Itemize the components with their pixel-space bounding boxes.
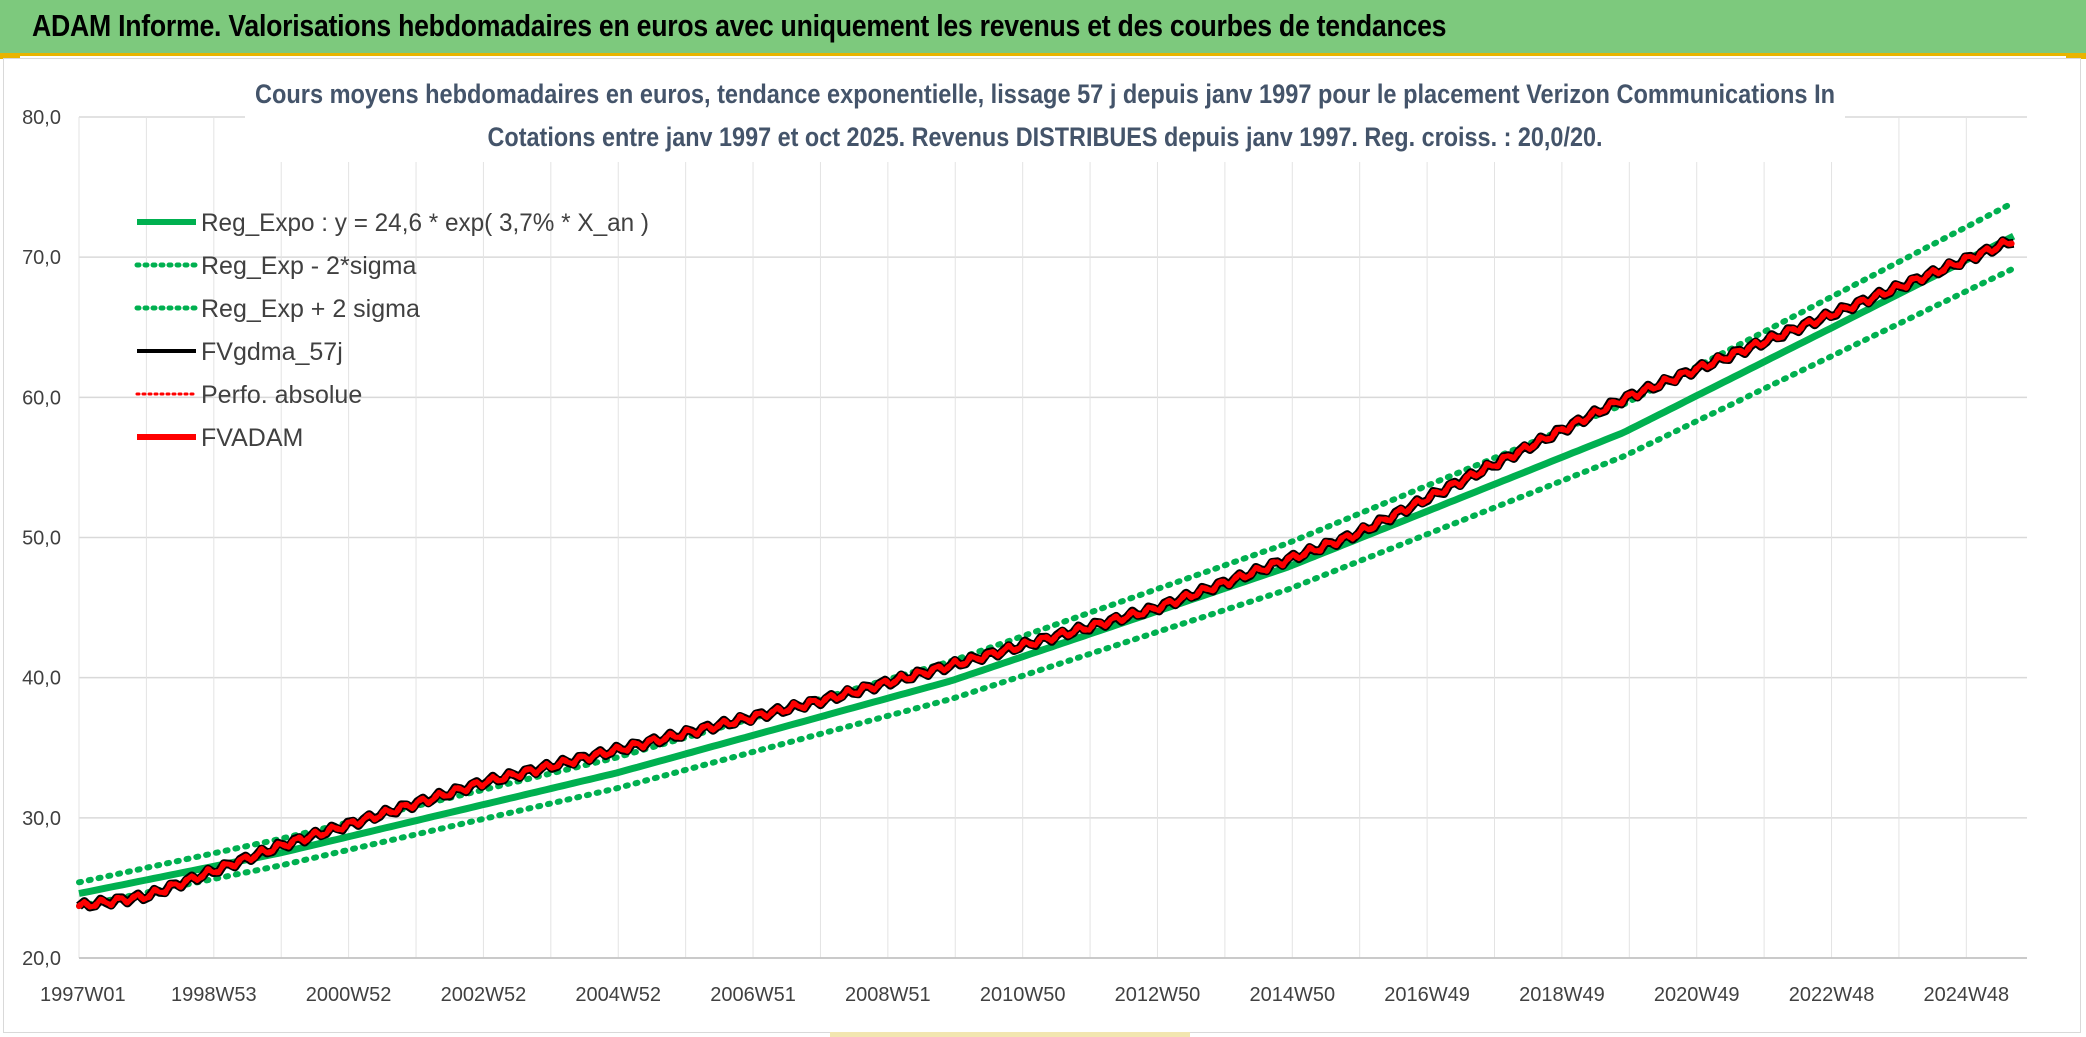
x-tick-label: 2014W50 — [1249, 984, 1335, 1006]
series-line-4 — [76, 237, 2017, 910]
banner-accent-left — [0, 53, 20, 59]
y-tick-label: 60,0 — [22, 387, 61, 409]
chart-title-line: Cours moyens hebdomadaires en euros, ten… — [255, 79, 1835, 109]
legend-label: FVgdma_57j — [201, 338, 343, 366]
chart-title-background — [245, 78, 1845, 162]
banner-accent-right — [2066, 53, 2086, 59]
bottom-accent — [830, 1032, 1190, 1037]
x-tick-label: 2004W52 — [575, 984, 661, 1006]
series-line-0 — [78, 232, 2016, 897]
report-banner: ADAM Informe. Valorisations hebdomadaire… — [0, 0, 2086, 56]
y-tick-label: 70,0 — [22, 247, 61, 269]
x-tick-label: 2010W50 — [980, 984, 1066, 1006]
legend-label: Reg_Exp - 2*sigma — [201, 252, 416, 280]
x-tick-label: 2024W48 — [1924, 984, 2010, 1006]
x-tick-label: 1997W01 — [40, 984, 126, 1006]
series-line-1 — [76, 265, 2017, 910]
x-axis-ticks: 1997W01 1998W53 2000W52 2002W52 2004W52 2006W… — [40, 984, 2009, 1006]
x-tick-label: 2008W51 — [845, 984, 931, 1006]
x-tick-label: 1998W53 — [171, 984, 257, 1006]
series-line-3 — [76, 236, 2015, 912]
x-tick-label: 2022W48 — [1789, 984, 1875, 1006]
y-tick-label: 20,0 — [22, 948, 61, 970]
x-tick-label: 2000W52 — [306, 984, 392, 1006]
chart-title-line: Cotations entre janv 1997 et oct 2025. R… — [488, 122, 1603, 152]
y-tick-label: 80,0 — [22, 107, 61, 129]
y-tick-label: 40,0 — [22, 668, 61, 690]
legend-label: Reg_Expo : y = 24,6 * exp( 3,7% * X_an ) — [201, 209, 649, 237]
chart-series — [76, 199, 2017, 912]
chart-grid — [78, 116, 2027, 959]
series-line-5 — [77, 238, 2014, 910]
legend-label: Perfo. absolue — [201, 381, 362, 409]
x-tick-label: 2012W50 — [1115, 984, 1201, 1006]
legend-label: FVADAM — [201, 424, 303, 452]
report-title: ADAM Informe. Valorisations hebdomadaire… — [32, 8, 1447, 43]
x-tick-label: 2020W49 — [1654, 984, 1740, 1006]
x-tick-label: 2002W52 — [441, 984, 527, 1006]
legend-label: Reg_Exp + 2 sigma — [201, 295, 420, 323]
y-axis-ticks: 20,0 30,0 40,0 50,0 60,0 70,0 80,0 — [22, 107, 61, 970]
x-tick-label: 2018W49 — [1519, 984, 1605, 1006]
y-tick-label: 50,0 — [22, 528, 61, 550]
y-tick-label: 30,0 — [22, 808, 61, 830]
chart-title: Cours moyens hebdomadaires en euros, ten… — [245, 78, 1845, 162]
x-tick-label: 2016W49 — [1384, 984, 1470, 1006]
chart-legend: Reg_Expo : y = 24,6 * exp( 3,7% * X_an )… — [134, 209, 649, 452]
x-tick-label: 2006W51 — [710, 984, 796, 1006]
